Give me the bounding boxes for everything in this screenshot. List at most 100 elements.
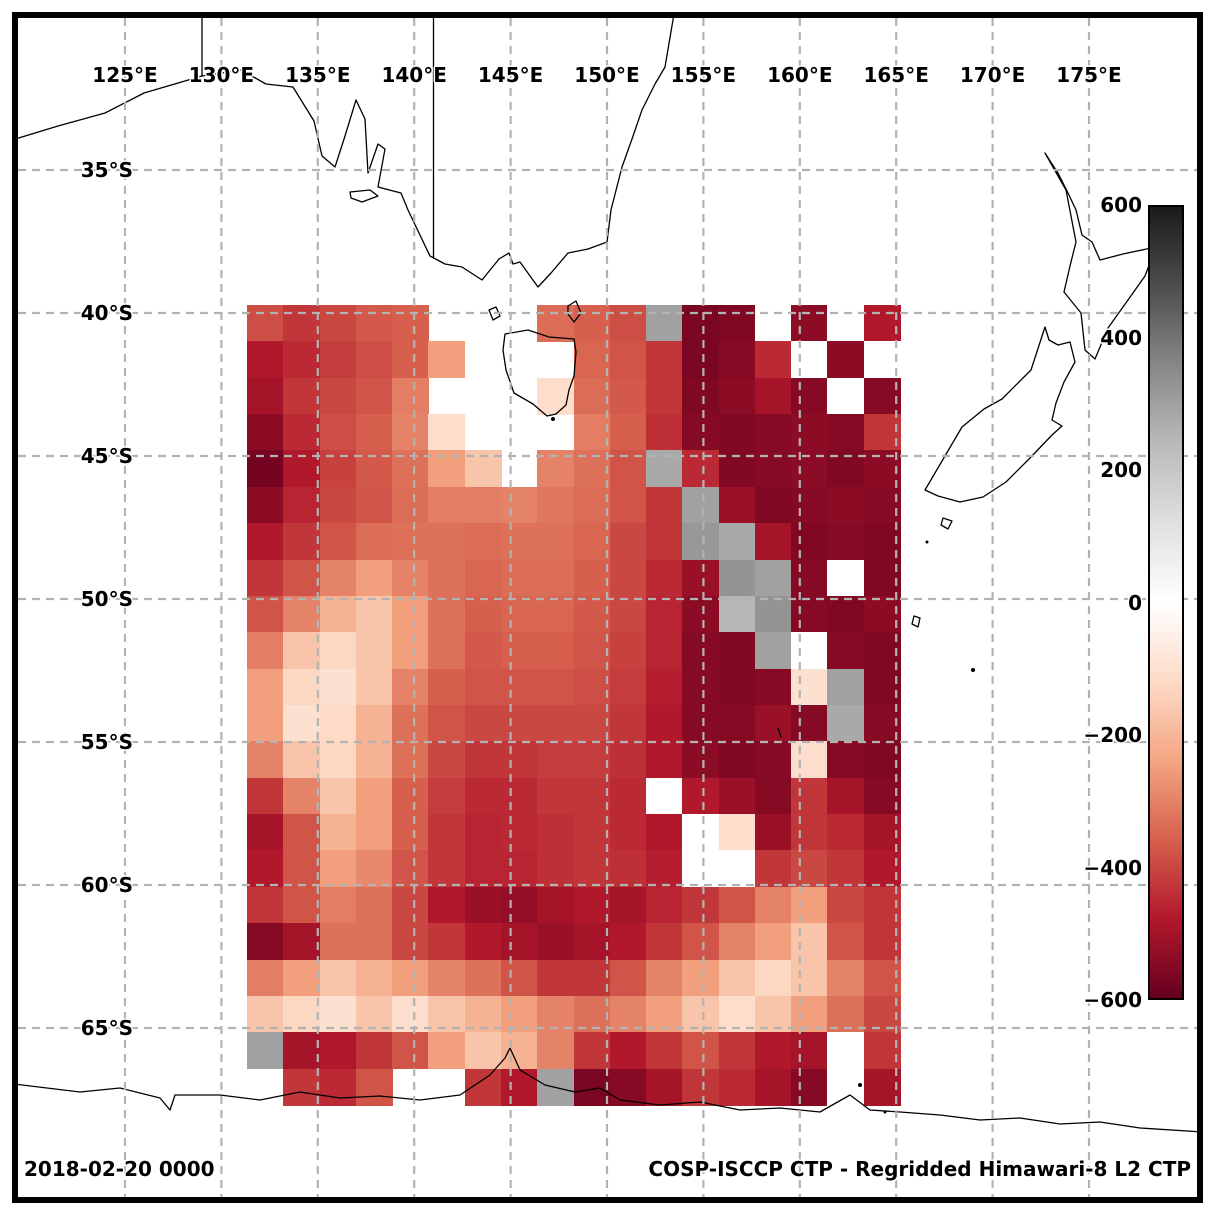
heatmap-cell (355, 814, 393, 852)
heatmap-cell (464, 632, 502, 670)
heatmap-cell (609, 341, 647, 379)
heatmap-cell (863, 850, 901, 888)
heatmap-cell (754, 523, 792, 561)
heatmap-cell (682, 1032, 720, 1070)
heatmap-cell (646, 850, 684, 888)
heatmap-cell (428, 923, 466, 961)
heatmap-cell (754, 559, 792, 597)
heatmap-cell (609, 305, 647, 343)
heatmap-cell (863, 1032, 901, 1070)
timestamp-annotation: 2018-02-20 0000 (24, 1157, 215, 1181)
heatmap-cell (791, 523, 829, 561)
heatmap-cell (392, 959, 430, 997)
heatmap-cell (754, 705, 792, 743)
heatmap-cell (464, 486, 502, 524)
heatmap-cell (319, 1068, 357, 1106)
heatmap-cell (392, 523, 430, 561)
heatmap-cell (827, 850, 865, 888)
colorbar (1148, 205, 1184, 1000)
heatmap-cell (464, 814, 502, 852)
heatmap-cell (718, 559, 756, 597)
heatmap-cell (428, 995, 466, 1033)
heatmap-cell (718, 1032, 756, 1070)
heatmap-cell (355, 377, 393, 415)
heatmap-cell (428, 1032, 466, 1070)
heatmap-cell (827, 777, 865, 815)
heatmap-cell (355, 777, 393, 815)
heatmap-cell (537, 995, 575, 1033)
nz-north-island-coastline (1044, 152, 1157, 360)
australia-coastline (18, 18, 674, 288)
campbell-island-dot (971, 668, 975, 672)
heatmap-cell (682, 705, 720, 743)
heatmap-cell (392, 305, 430, 343)
heatmap-cell (754, 741, 792, 779)
stewart-island-coastline (940, 517, 953, 530)
heatmap-cell (609, 886, 647, 924)
heatmap-cell (283, 777, 321, 815)
heatmap-cell (682, 886, 720, 924)
heatmap-cell (863, 959, 901, 997)
heatmap-cell (609, 995, 647, 1033)
plot-title-annotation: COSP-ISCCP CTP - Regridded Himawari-8 L2… (648, 1157, 1191, 1181)
heatmap-cell (355, 923, 393, 961)
heatmap-cell (573, 1068, 611, 1106)
heatmap-cell (754, 923, 792, 961)
heatmap-cell (754, 959, 792, 997)
heatmap-cell (392, 850, 430, 888)
heatmap-cell (791, 814, 829, 852)
heatmap-cell (791, 668, 829, 706)
heatmap-cell (500, 923, 538, 961)
heatmap-cell (464, 741, 502, 779)
heatmap-cell (500, 486, 538, 524)
heatmap-cell (283, 486, 321, 524)
heatmap-cell (500, 959, 538, 997)
heatmap-cell (283, 995, 321, 1033)
heatmap-cell (319, 705, 357, 743)
heatmap-cell (827, 995, 865, 1033)
king-island-coastline (488, 306, 501, 321)
heatmap-cell (646, 305, 684, 343)
heatmap-cell (392, 486, 430, 524)
heatmap-cell (573, 705, 611, 743)
heatmap-cell (283, 305, 321, 343)
heatmap-cell (646, 1068, 684, 1106)
heatmap-cell (464, 959, 502, 997)
map-layer (18, 18, 1197, 1197)
heatmap-cell (319, 632, 357, 670)
heatmap-cell (609, 668, 647, 706)
heatmap-cell (247, 886, 284, 924)
heatmap-cell (863, 414, 901, 452)
heatmap-cell (791, 959, 829, 997)
heatmap-cell (428, 705, 466, 743)
heatmap-cell (319, 668, 357, 706)
heatmap-cell (283, 523, 321, 561)
tasmania-coastline (502, 329, 577, 417)
heatmap-cell (283, 377, 321, 415)
heatmap-cell (283, 850, 321, 888)
heatmap-cell (609, 705, 647, 743)
heatmap-cell (500, 777, 538, 815)
heatmap-cell (646, 523, 684, 561)
heatmap-cell (682, 668, 720, 706)
heatmap-cell (319, 1032, 357, 1070)
heatmap-cell (791, 305, 829, 343)
heatmap-cell (319, 886, 357, 924)
kangaroo-island-coastline (349, 189, 379, 203)
heatmap-cell (754, 486, 792, 524)
heatmap-cell (754, 850, 792, 888)
heatmap-cell (428, 595, 466, 633)
heatmap-cell (609, 414, 647, 452)
heatmap-cell (682, 1068, 720, 1106)
heatmap-cell (392, 741, 430, 779)
heatmap-cell (247, 705, 284, 743)
heatmap-cell (754, 1068, 792, 1106)
heatmap-cell (609, 777, 647, 815)
heatmap-cell (646, 995, 684, 1033)
heatmap-cell (682, 814, 720, 852)
heatmap-cell (247, 632, 284, 670)
nz-south-island-coastline (924, 326, 1076, 503)
heatmap-cell (319, 959, 357, 997)
heatmap-cell (754, 886, 792, 924)
heatmap-cell (573, 668, 611, 706)
